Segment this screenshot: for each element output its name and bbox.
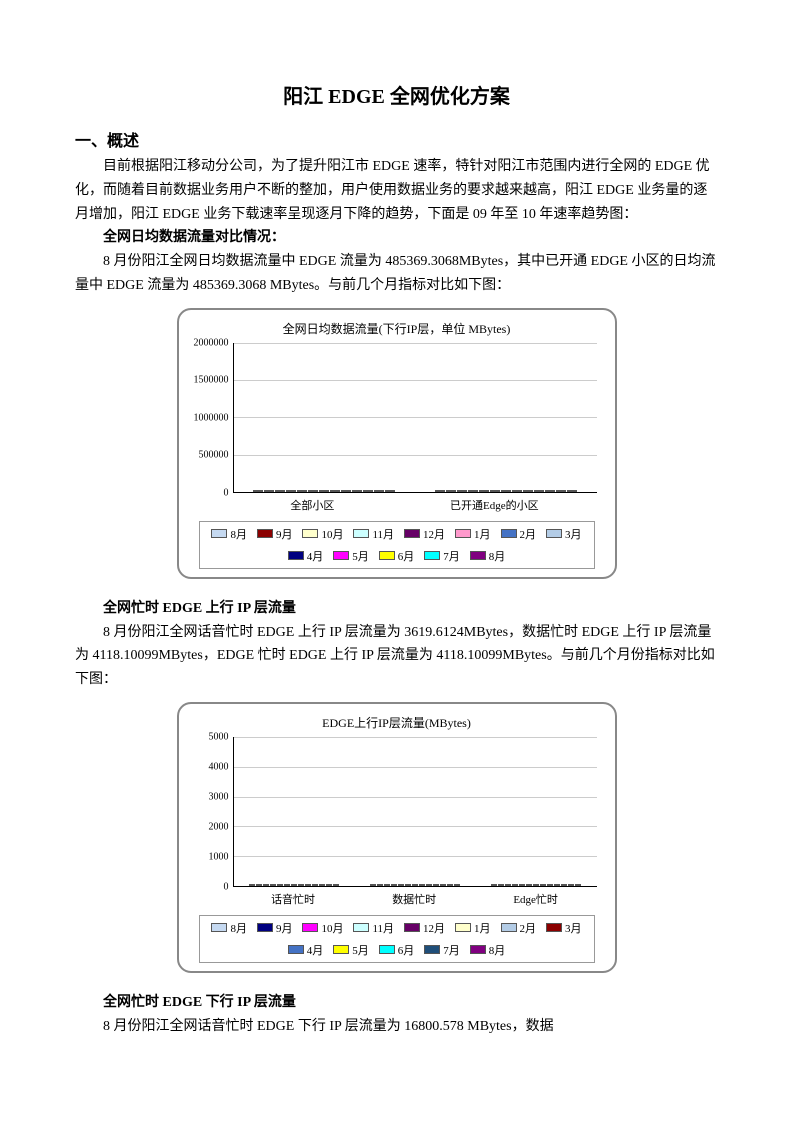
page-title: 阳江 EDGE 全网优化方案 [75,80,718,109]
subheading: 全网日均数据流量对比情况： [75,226,718,250]
subheading: 全网忙时 EDGE 下行 IP 层流量 [75,991,718,1015]
chart-daily-traffic: 全网日均数据流量(下行IP层，单位 MBytes) 05000001000000… [177,308,617,579]
paragraph: 8 月份阳江全网话音忙时 EDGE 下行 IP 层流量为 16800.578 M… [75,1015,718,1039]
paragraph: 8 月份阳江全网日均数据流量中 EDGE 流量为 485369.3068MByt… [75,250,718,298]
subheading: 全网忙时 EDGE 上行 IP 层流量 [75,597,718,621]
chart-plot: 010002000300040005000 [233,737,597,887]
paragraph: 8 月份阳江全网话音忙时 EDGE 上行 IP 层流量为 3619.6124MB… [75,621,718,692]
section-heading: 一、概述 [75,127,718,151]
x-axis-labels: 话音忙时数据忙时Edge忙时 [233,891,597,907]
x-axis-labels: 全部小区已开通Edge的小区 [233,497,597,513]
chart-title: 全网日均数据流量(下行IP层，单位 MBytes) [189,320,605,337]
chart-legend: 8月9月10月11月12月1月2月3月4月5月6月7月8月 [199,915,595,963]
chart-plot: 0500000100000015000002000000 [233,343,597,493]
chart-uplink-traffic: EDGE上行IP层流量(MBytes) 01000200030004000500… [177,702,617,973]
paragraph: 目前根据阳江移动分公司，为了提升阳江市 EDGE 速率，特针对阳江市范围内进行全… [75,155,718,226]
chart-title: EDGE上行IP层流量(MBytes) [189,714,605,731]
chart-legend: 8月9月10月11月12月1月2月3月4月5月6月7月8月 [199,521,595,569]
